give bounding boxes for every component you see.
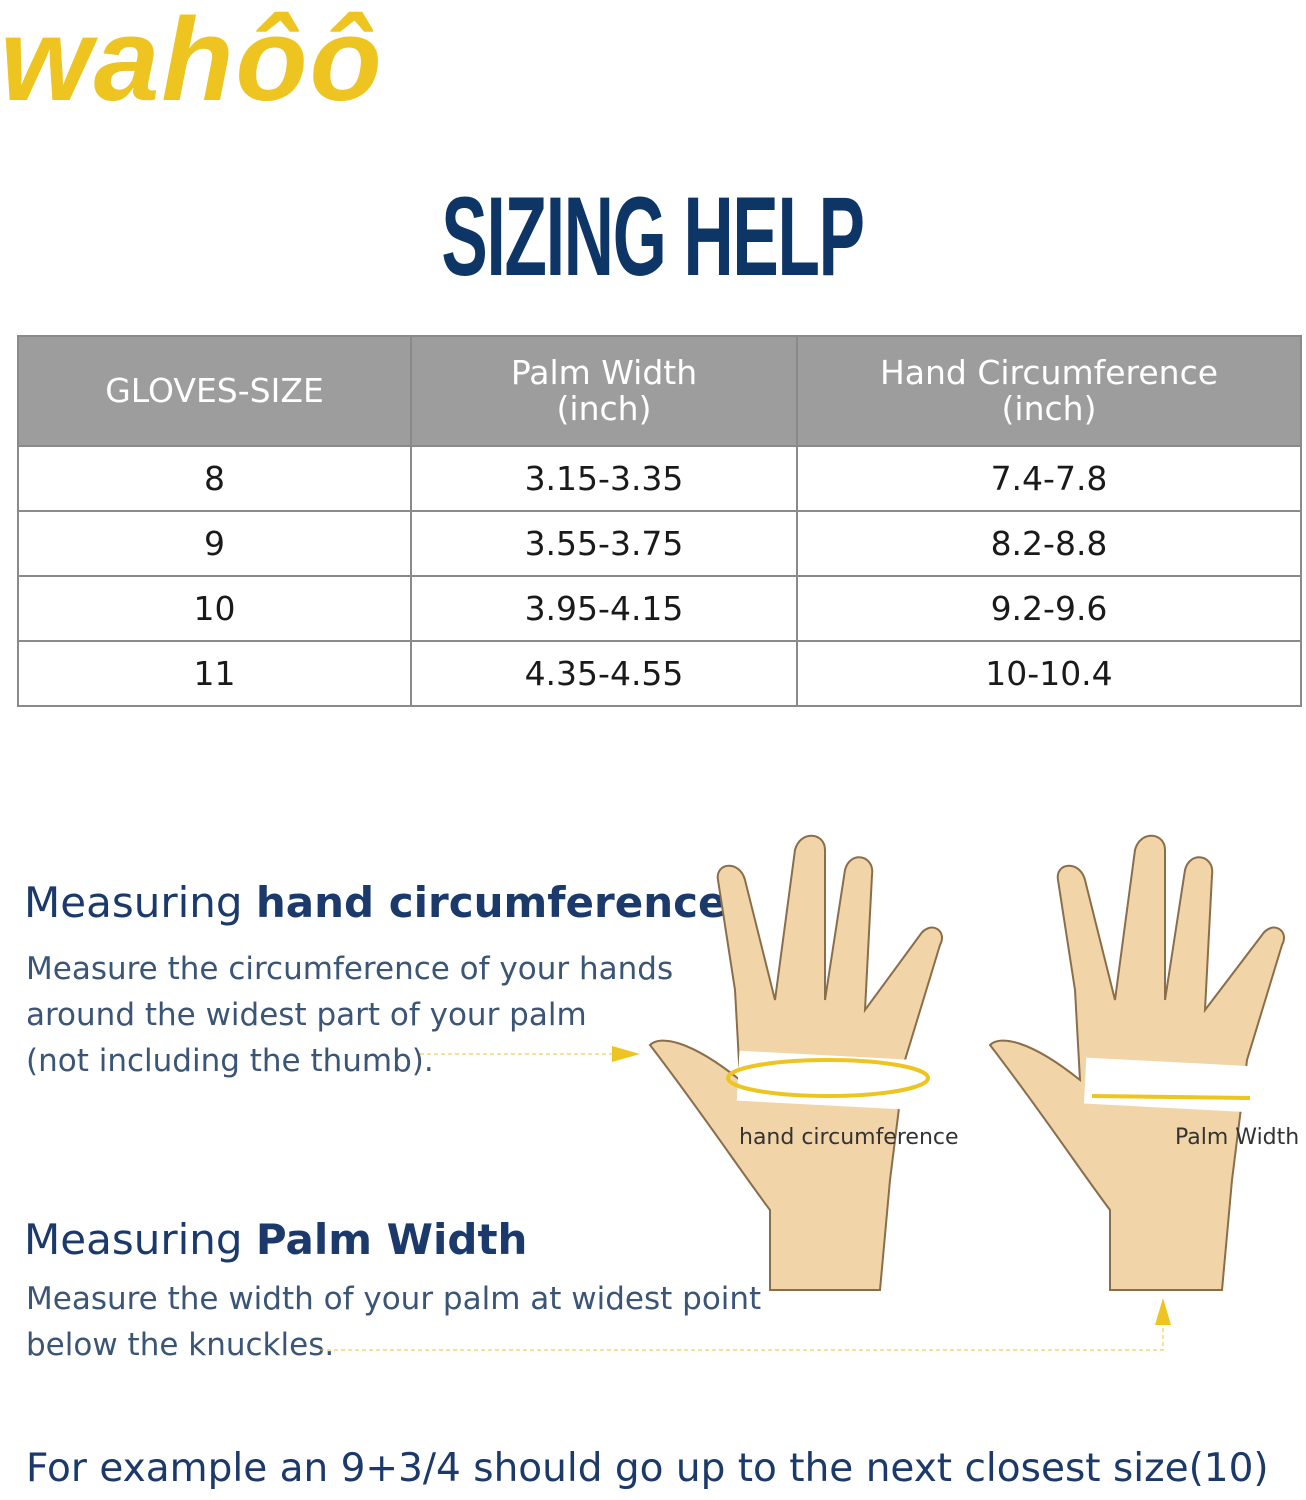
palm-width-label: Palm Width [1175,1125,1300,1150]
example-note: For example an 9+3/4 should go up to the… [26,1446,1269,1491]
width-arrow-icon [1091,1094,1251,1100]
cell: 9.2-9.6 [796,575,1302,642]
cell: 11 [17,640,412,707]
circumference-arrow-icon [726,1058,930,1098]
cell: 10 [17,575,412,642]
tape-measure-icon [1083,1057,1265,1113]
arrow-up-icon [1155,1298,1171,1325]
cell: 10-10.4 [796,640,1302,707]
circumference-text: Measure the circumference of your hands a… [26,951,674,1079]
size-table: GLOVES-SIZE Palm Width (inch) Hand Circum… [17,335,1302,707]
table-row: 8 3.15-3.35 7.4-7.8 [17,445,1302,512]
cell: 3.95-4.15 [410,575,798,642]
table-header-row: GLOVES-SIZE Palm Width (inch) Hand Circum… [17,335,1302,447]
arrow-right-icon [612,1046,640,1062]
circumference-heading: Measuring hand circumference [24,878,727,927]
cell: 8.2-8.8 [796,510,1302,577]
header-gloves-size: GLOVES-SIZE [17,335,412,447]
table-row: 9 3.55-3.75 8.2-8.8 [17,510,1302,577]
header-hand-circumference: Hand Circumference (inch) [796,335,1302,447]
cell: 9 [17,510,412,577]
page-title: SIZING HELP [441,174,866,299]
cell: 3.55-3.75 [410,510,798,577]
header-palm-width: Palm Width (inch) [410,335,798,447]
palm-text: Measure the width of your palm at widest… [26,1281,762,1363]
cell: 4.35-4.55 [410,640,798,707]
table-row: 10 3.95-4.15 9.2-9.6 [17,575,1302,642]
cell: 7.4-7.8 [796,445,1302,512]
palm-heading: Measuring Palm Width [24,1215,528,1264]
cell: 3.15-3.35 [410,445,798,512]
wahoo-logo: wahôô [0,0,384,126]
table-row: 11 4.35-4.55 10-10.4 [17,640,1302,707]
hand-circumference-label: hand circumference [739,1125,959,1150]
cell: 8 [17,445,412,512]
